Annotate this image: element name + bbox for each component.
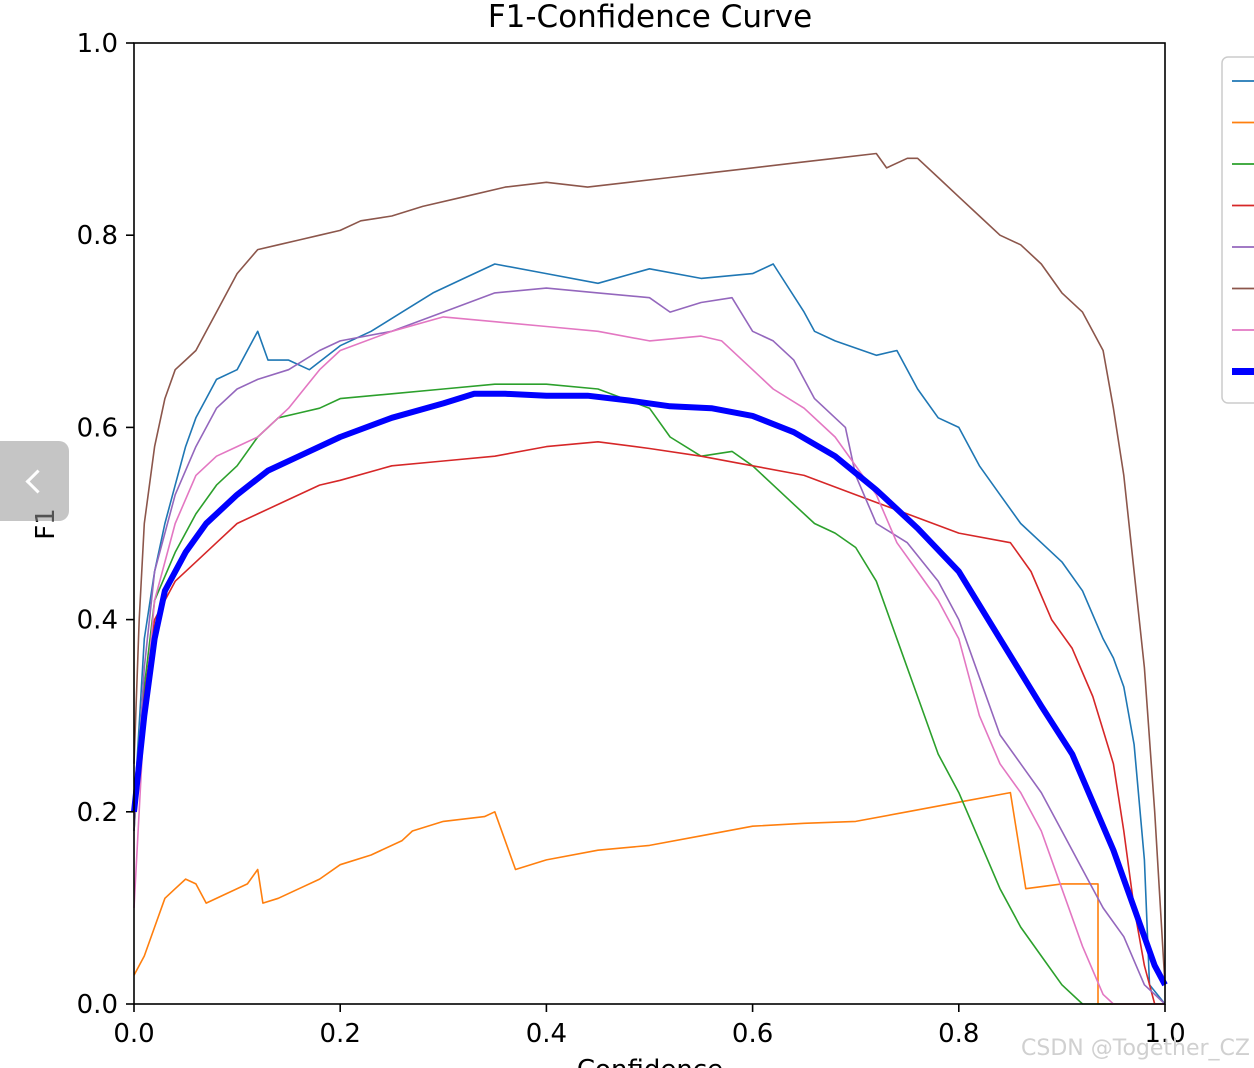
y-tick-label: 0.6 [77,413,118,443]
x-tick-label: 0.8 [938,1019,979,1049]
series-line-3 [133,383,1165,1005]
x-tick-label: 0.0 [113,1019,154,1049]
y-tick-label: 0.4 [77,606,118,636]
legend-box [1221,56,1254,404]
plot-frame [133,42,1166,1005]
back-button[interactable] [0,441,69,521]
series-line-1 [133,263,1166,1005]
series-layer [131,152,1168,1005]
x-tick-label: 0.2 [320,1019,361,1049]
x-axis-label: Confidence [577,1055,723,1068]
series-line-5 [133,287,1166,1005]
series-line-8 [131,390,1168,987]
x-tick-label: 0.4 [526,1019,567,1049]
chart-title: F1-Confidence Curve [488,0,812,35]
chevron-left-icon [25,468,50,494]
series-line-4 [133,440,1165,1005]
series-line-7 [133,316,1165,1005]
watermark: CSDN @Together_CZ [1021,1036,1250,1061]
series-line-2 [133,791,1165,1005]
x-tick-label: 1.0 [1144,1019,1185,1049]
y-tick-label: 0.0 [77,990,118,1020]
y-tick-label: 0.2 [77,798,118,828]
y-tick-label: 1.0 [77,29,118,59]
y-tick-label: 0.8 [77,221,118,251]
legend [1221,56,1254,404]
x-tick-label: 0.6 [732,1019,773,1049]
ticks-layer: 0.0 0.2 0.4 0.6 0.8 1.0 0.0 0.2 0.4 0.6 0.8 1.0 [77,29,1186,1049]
series-line-6 [133,152,1166,985]
